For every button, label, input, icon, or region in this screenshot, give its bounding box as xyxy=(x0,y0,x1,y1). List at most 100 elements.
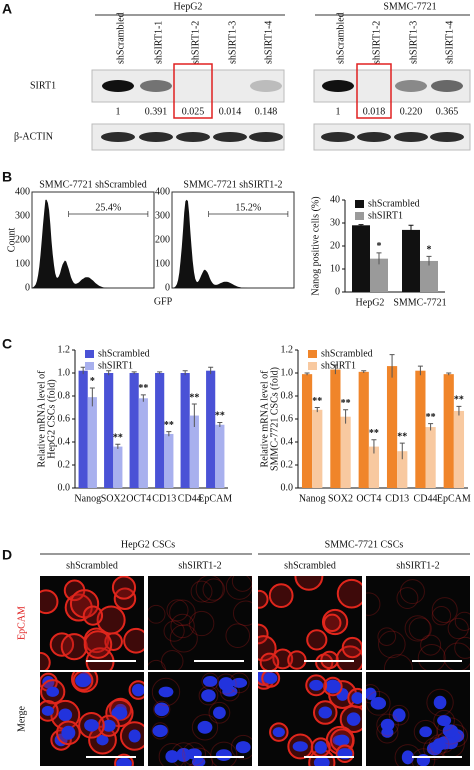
cell xyxy=(447,617,469,640)
bar xyxy=(415,370,426,488)
legend-label: shSIRT1 xyxy=(98,360,133,371)
cell xyxy=(153,700,171,718)
cell xyxy=(123,627,144,654)
flow-tick-label: 300 xyxy=(15,210,30,221)
column-label: shSIRT1-2 xyxy=(178,560,221,571)
lane-label: shScrambled xyxy=(115,12,126,64)
significance: ** xyxy=(454,395,464,406)
cell xyxy=(433,709,455,732)
band xyxy=(321,132,355,142)
row-label: EpCAM xyxy=(16,606,27,640)
significance: ** xyxy=(312,396,322,407)
legend-label: shScrambled xyxy=(321,348,373,359)
bar xyxy=(138,398,148,488)
flow-tick-label: 100 xyxy=(15,258,30,269)
error-bar xyxy=(389,354,395,378)
bar xyxy=(87,397,97,488)
nucleus xyxy=(158,686,174,698)
y-tick-label: 20 xyxy=(330,240,340,251)
nucleus xyxy=(401,750,414,765)
micrograph xyxy=(148,576,252,670)
bar xyxy=(312,409,323,488)
y-tick-label: 10 xyxy=(330,263,340,274)
error-bar xyxy=(131,371,137,375)
legend-label: shSIRT1 xyxy=(321,360,356,371)
cell xyxy=(111,576,137,600)
nucleus xyxy=(215,749,232,762)
panel-label: A xyxy=(2,1,12,17)
error-bar xyxy=(140,394,146,402)
x-tick-label: OCT4 xyxy=(356,493,381,504)
cell xyxy=(96,605,126,635)
nucleus xyxy=(318,706,333,719)
nucleus xyxy=(41,705,54,716)
flow-tick-label: 400 xyxy=(155,186,170,197)
y-tick-label: 0.6 xyxy=(281,413,294,424)
band xyxy=(430,132,464,142)
column-label: shSIRT1-2 xyxy=(396,560,439,571)
cell xyxy=(40,651,51,670)
cell xyxy=(454,636,470,659)
gate xyxy=(208,211,289,217)
gate xyxy=(68,211,149,217)
cell xyxy=(323,613,342,633)
band xyxy=(176,132,210,142)
nucleus xyxy=(366,687,377,700)
nucleus xyxy=(46,686,60,697)
nucleus xyxy=(272,727,285,738)
significance: * xyxy=(377,241,382,252)
row-label: SIRT1 xyxy=(30,80,56,91)
y-tick-label: 0.2 xyxy=(58,459,71,470)
error-bar xyxy=(426,255,432,266)
bar xyxy=(402,229,420,292)
cell xyxy=(411,748,436,766)
band xyxy=(394,132,428,142)
x-tick-label: HepG2 xyxy=(356,297,385,308)
x-tick-label: Nanog xyxy=(74,493,101,504)
cell xyxy=(190,580,213,603)
nucleus xyxy=(370,697,387,710)
cell xyxy=(287,650,307,670)
nucleus xyxy=(116,757,132,766)
error-bar xyxy=(208,366,214,375)
nucleus xyxy=(128,729,141,743)
y-tick-label: 30 xyxy=(330,217,340,228)
cell xyxy=(258,623,269,645)
error-bar xyxy=(89,387,95,407)
y-tick-label: 40 xyxy=(330,194,340,205)
x-tick-label: OCT4 xyxy=(126,493,151,504)
panel-label: D xyxy=(2,547,12,563)
error-bar xyxy=(361,370,367,373)
cell xyxy=(428,734,450,755)
cell xyxy=(231,576,252,592)
bar xyxy=(206,370,216,488)
y-tick-label: 0.2 xyxy=(281,459,294,470)
flow-title: SMMC-7721 shSIRT1-2 xyxy=(183,179,282,190)
cell xyxy=(60,633,88,661)
nucleus xyxy=(202,675,218,687)
lane-label: shSIRT1-4 xyxy=(444,21,455,64)
error-bar xyxy=(399,442,405,460)
cell-line-title: HepG2 xyxy=(174,1,203,12)
nucleus xyxy=(443,737,458,750)
nucleus xyxy=(75,674,91,688)
nucleus xyxy=(419,726,432,738)
micrograph xyxy=(258,672,362,766)
flow-tick-label: 0 xyxy=(165,282,170,293)
flow-histogram xyxy=(172,199,294,288)
cell xyxy=(413,719,438,744)
cell xyxy=(377,627,397,646)
error-bar xyxy=(358,224,364,226)
cell xyxy=(182,742,206,766)
nucleus xyxy=(334,734,350,747)
highlight-box xyxy=(173,63,213,119)
cell xyxy=(166,599,189,622)
bar xyxy=(215,424,225,488)
error-bar xyxy=(456,405,462,416)
bar xyxy=(370,258,388,292)
y-axis-label: Relative mRNA level of xyxy=(36,370,47,468)
significance: * xyxy=(90,376,95,387)
error-bar xyxy=(417,365,423,376)
cell xyxy=(195,576,224,603)
bar xyxy=(180,373,190,488)
